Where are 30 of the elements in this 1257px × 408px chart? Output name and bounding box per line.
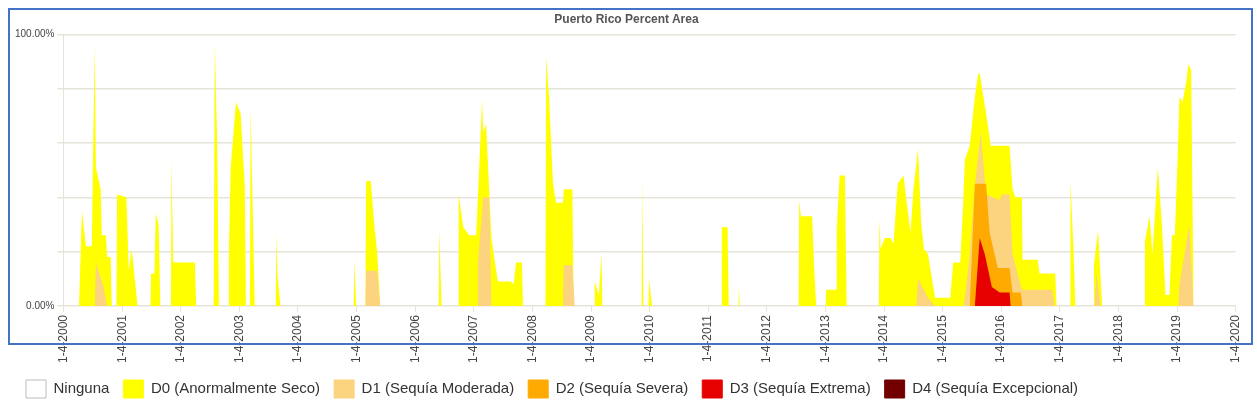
x-tick-label: 1-4-2008: [524, 314, 539, 364]
x-tick-label: 1-4-2001: [114, 314, 129, 364]
x-tick-label: 1-4-2004: [290, 314, 305, 364]
x-tick-label: 1-4-2020: [1227, 314, 1242, 364]
x-tick-label: 1-4-2017: [1052, 314, 1067, 364]
chart-title: Puerto Rico Percent Area: [554, 11, 699, 26]
legend-label: D0 (Anormalmente Seco): [150, 379, 321, 397]
x-tick-label: 1-4-2000: [55, 314, 70, 364]
x-tick-label: 1-4-2012: [759, 314, 774, 364]
legend-label: D1 (Sequía Moderada): [361, 379, 515, 397]
legend-label: D2 (Sequía Severa): [555, 379, 689, 397]
x-tick-label: 1-4-2002: [173, 314, 188, 364]
x-tick-label: 1-4-2014: [876, 314, 891, 364]
y-tick-label: 0.00%: [26, 299, 55, 311]
x-tick-label: 1-4-2007: [466, 314, 481, 364]
legend-label: Ninguna: [53, 379, 111, 397]
x-tick-label: 1-4-2013: [817, 314, 832, 364]
x-tick-label: 1-4-2009: [583, 314, 598, 364]
x-tick-label: 1-4-2005: [348, 314, 363, 364]
x-tick-label: 1-4-2010: [641, 314, 656, 364]
legend-label: D3 (Sequía Extrema): [729, 379, 871, 397]
x-tick-label: 1-4-2019: [1169, 314, 1184, 364]
x-tick-label: 1-4-2016: [993, 314, 1008, 364]
x-tick-label: 1-4-2018: [1110, 314, 1125, 364]
x-tick-label: 1-4-2015: [934, 314, 949, 364]
x-tick-label: 1-4-2006: [407, 314, 422, 364]
x-tick-label: 1-4-2011: [700, 314, 715, 363]
x-tick-label: 1-4-2003: [231, 314, 246, 364]
y-tick-label: 100.00%: [14, 28, 55, 40]
legend-label: D4 (Sequía Excepcional): [912, 379, 1079, 397]
